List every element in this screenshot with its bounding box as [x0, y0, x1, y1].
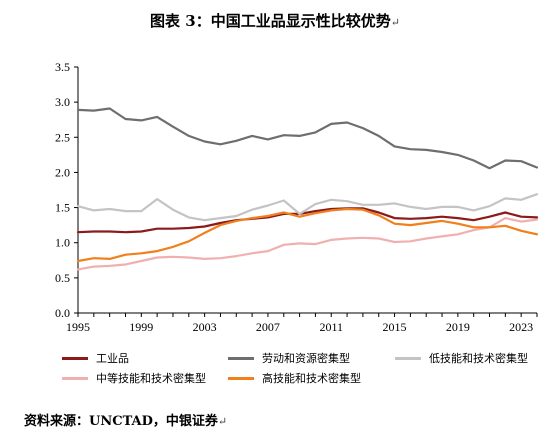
y-tick-label: 3.5	[55, 60, 70, 74]
y-tick-label: 0.0	[55, 306, 70, 320]
y-tick-label: 3.0	[55, 95, 70, 109]
line-chart: 0.0 0.5 1.0 1.5 2.0 2.5 3.0 3.5 1995 1999 2003 2007…	[55, 60, 539, 334]
series-line	[76, 107, 539, 170]
x-tick-label: 2007	[256, 320, 280, 334]
x-tick-label: 2015	[383, 320, 407, 334]
legend-item: 低技能和技术密集型	[395, 350, 528, 366]
legend-label: 中等技能和技术密集型	[96, 372, 206, 385]
legend-item: 高技能和技术密集型	[228, 370, 361, 386]
chart-axes: 0.0 0.5 1.0 1.5 2.0 2.5 3.0 3.5 1995 1999 2003 2007…	[55, 60, 538, 334]
y-tick-label: 1.0	[55, 236, 70, 250]
legend-label: 低技能和技术密集型	[429, 352, 528, 365]
series-line	[76, 193, 539, 222]
x-tick-label: 2023	[509, 320, 533, 334]
series-line	[76, 207, 539, 234]
x-tick-label: 1999	[129, 320, 153, 334]
x-tick-label: 2019	[446, 320, 470, 334]
x-tick-label: 2011	[319, 320, 343, 334]
source-text: 资料来源：UNCTAD，中银证券	[24, 414, 218, 429]
chart-series-lines	[76, 107, 539, 271]
legend-swatch	[62, 376, 88, 380]
y-tick-label: 1.5	[55, 201, 70, 215]
legend-swatch	[395, 356, 421, 360]
legend-item: 中等技能和技术密集型	[62, 370, 206, 386]
legend-swatch	[228, 356, 254, 360]
legend-item: 劳动和资源密集型	[228, 350, 350, 366]
x-tick-label: 2003	[193, 320, 217, 334]
y-tick-label: 2.5	[55, 130, 70, 144]
chart-title: 图表 3：中国工业品显示性比较优势↵	[0, 10, 550, 31]
legend-label: 劳动和资源密集型	[262, 352, 350, 365]
legend-swatch	[228, 376, 254, 380]
paragraph-mark-icon: ↵	[217, 415, 228, 428]
y-tick-label: 0.5	[55, 271, 70, 285]
legend-label: 高技能和技术密集型	[262, 372, 361, 385]
series-line	[76, 217, 539, 271]
x-tick-label: 1995	[66, 320, 90, 334]
paragraph-mark-icon: ↵	[390, 16, 400, 29]
source-note: 资料来源：UNCTAD，中银证券↵	[24, 410, 227, 429]
chart-title-text: 图表 3：中国工业品显示性比较优势	[150, 12, 391, 30]
legend-swatch	[62, 356, 88, 360]
series-line	[76, 207, 539, 263]
legend-label: 工业品	[96, 352, 129, 365]
legend-item: 工业品	[62, 350, 129, 366]
y-tick-label: 2.0	[55, 165, 70, 179]
chart-legend: 工业品 劳动和资源密集型 低技能和技术密集型中等技能和技术密集型 高技能和技术密集型	[0, 350, 550, 390]
